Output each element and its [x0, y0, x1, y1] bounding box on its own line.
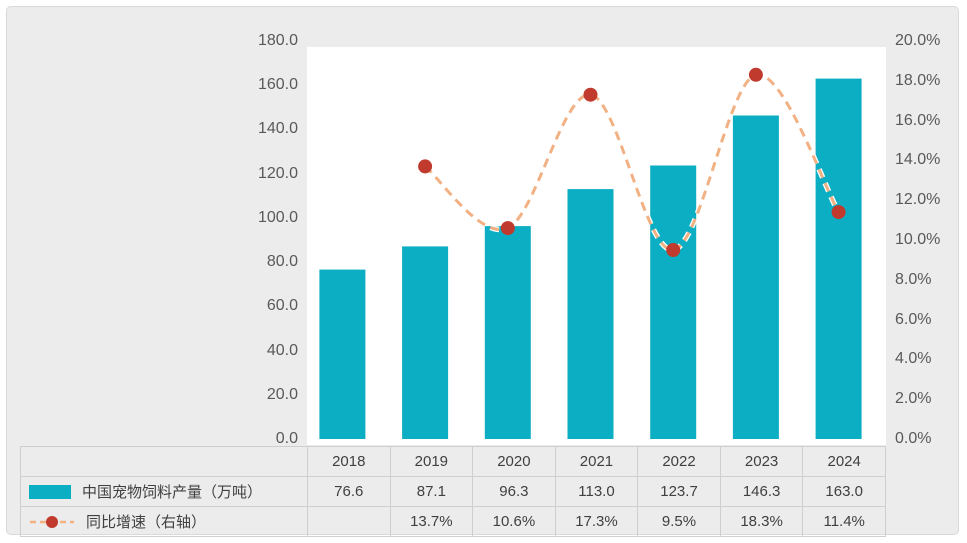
left-axis-tick: 160.0	[257, 76, 298, 94]
right-axis-tick: 0.0%	[895, 430, 932, 447]
production-value-cell: 113.0	[554, 476, 639, 507]
growth-value-cell	[307, 506, 391, 537]
data-table: 2018 2019 2020 2021 2022 2023 2024 中国宠物饲料产量（万吨）…	[20, 446, 886, 537]
left-axis-tick: 0.0	[275, 430, 298, 447]
legend-production: 中国宠物饲料产量（万吨）	[20, 476, 308, 507]
production-value-cell: 76.6	[307, 476, 391, 507]
table-corner-spacer	[20, 446, 308, 477]
right-axis-tick: 12.0%	[895, 191, 941, 209]
year-cell: 2021	[554, 446, 639, 477]
growth-value-cell: 13.7%	[389, 506, 474, 537]
year-cell: 2023	[719, 446, 804, 477]
right-axis-tick: 2.0%	[895, 390, 932, 408]
growth-value-cell: 18.3%	[719, 506, 804, 537]
year-cell: 2024	[802, 446, 886, 477]
right-axis-tick: 16.0%	[895, 111, 941, 129]
bar-series-label: 中国宠物饲料产量（万吨）	[82, 484, 263, 501]
production-value-cell: 96.3	[472, 476, 556, 507]
bar-series-swatch-icon	[29, 484, 71, 499]
right-axis-tick: 10.0%	[895, 231, 941, 248]
right-axis-tick: 20.0%	[895, 32, 941, 49]
production-value-cell: 163.0	[802, 476, 886, 507]
right-axis-tick: 14.0%	[895, 151, 941, 169]
production-value-cell: 146.3	[719, 476, 804, 507]
right-axis-tick: 18.0%	[895, 71, 941, 89]
growth-value-cell: 10.6%	[472, 506, 556, 537]
left-axis-tick: 80.0	[266, 253, 298, 271]
right-axis-tick: 6.0%	[895, 310, 932, 328]
plot-area	[307, 47, 886, 445]
production-value-cell: 123.7	[637, 476, 721, 507]
left-axis-tick: 140.0	[257, 120, 298, 138]
left-axis-tick: 40.0	[266, 341, 298, 359]
growth-value-cell: 11.4%	[802, 506, 886, 537]
line-series-swatch-icon	[30, 515, 74, 528]
right-axis-tick: 4.0%	[895, 350, 932, 368]
left-axis-tick: 60.0	[266, 297, 298, 315]
year-cell: 2019	[389, 446, 474, 477]
year-cell: 2018	[307, 446, 391, 477]
left-axis-tick: 180.0	[257, 32, 298, 49]
year-cell: 2020	[472, 446, 556, 477]
year-cell: 2022	[637, 446, 721, 477]
left-axis-tick: 120.0	[257, 164, 298, 182]
growth-value-cell: 17.3%	[554, 506, 639, 537]
chart-panel: 0.0 20.0 40.0 60.0 80.0 100.0 120.0 140.0 160.0 1…	[6, 6, 959, 537]
growth-value-cell: 9.5%	[637, 506, 721, 537]
left-axis-tick: 20.0	[266, 385, 298, 403]
line-series-label: 同比增速（右轴）	[86, 514, 207, 531]
production-value-cell: 87.1	[389, 476, 474, 507]
legend-growth: 同比增速（右轴）	[20, 506, 308, 537]
left-axis-tick: 100.0	[257, 208, 298, 226]
right-axis-tick: 8.0%	[895, 270, 932, 288]
